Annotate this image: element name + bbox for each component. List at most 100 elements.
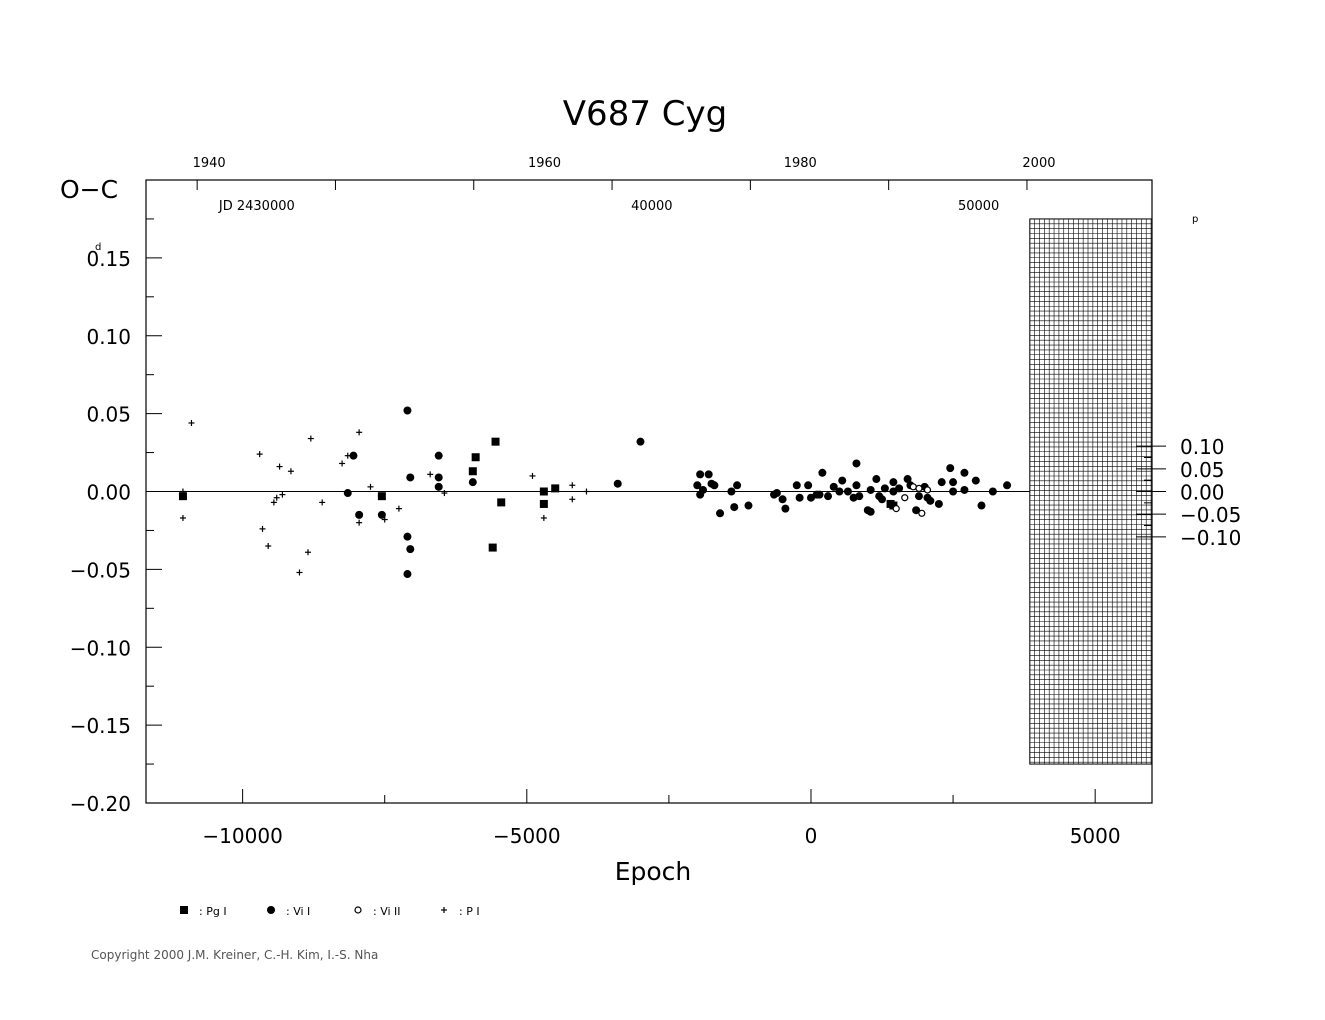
legend: : Pg I: Vi I: Vi II: P I [180, 905, 480, 918]
data-point-dot [792, 481, 801, 490]
data-point-dot [730, 503, 739, 512]
data-point-dot [835, 487, 844, 496]
data-point-dot [866, 507, 875, 516]
data-point-plus [319, 499, 326, 506]
top-year-label: 2000 [1022, 156, 1055, 171]
data-point-plus [529, 472, 536, 479]
data-point-dot [343, 489, 352, 498]
data-point-dot [355, 510, 364, 519]
data-point-dot [403, 406, 412, 415]
data-point-dot [704, 470, 713, 479]
data-point-square [488, 543, 497, 552]
data-point-dot [937, 478, 946, 487]
data-point-square [491, 437, 500, 446]
data-point-plus [179, 488, 186, 495]
legend-marker-circle [354, 906, 362, 914]
data-point-plus [276, 463, 283, 470]
data-point-dot [949, 478, 958, 487]
x-tick-label: 5000 [1070, 824, 1121, 848]
data-point-dot [852, 481, 861, 490]
data-point-dot [744, 501, 753, 510]
data-point-plus [279, 491, 286, 498]
data-point-square [468, 467, 477, 476]
data-point-dot [889, 478, 898, 487]
data-point-circle [901, 494, 909, 502]
data-point-dot [977, 501, 986, 510]
data-point-dot [880, 484, 889, 493]
data-point-dot [434, 482, 443, 491]
data-point-circle [923, 486, 932, 494]
right-tick-label: 0.10 [1180, 435, 1225, 459]
data-point-square [377, 492, 386, 501]
data-point-circle [909, 483, 917, 491]
data-point-dot [926, 496, 935, 505]
data-point-square [539, 487, 548, 496]
data-point-dot [960, 485, 969, 494]
hatch-frame [1029, 218, 1153, 765]
data-point-plus [540, 514, 547, 521]
top-year-label: 1940 [193, 156, 226, 171]
data-point-dot [403, 570, 412, 579]
y-tick-label: 0.00 [86, 481, 131, 505]
data-point-plus [287, 468, 294, 475]
data-point-dot [795, 493, 804, 502]
data-point-dot [843, 487, 852, 496]
data-point-dot [733, 481, 742, 490]
data-point-dot [852, 459, 861, 468]
jd-label: JD 2430000 [218, 199, 295, 214]
legend-label: : Vi II [373, 905, 401, 918]
y-tick-label: −0.05 [70, 558, 131, 582]
data-point-plus [179, 514, 186, 521]
data-point-dot [818, 468, 827, 477]
data-point-plus [356, 429, 363, 436]
x-tick-label: 0 [805, 824, 818, 848]
data-point-dot [778, 495, 787, 504]
tick-labels: 0.150.100.050.00−0.05−0.10−0.15−0.20−100… [70, 156, 1242, 848]
data-point-dot [838, 476, 847, 485]
data-point-dot [878, 495, 887, 504]
hatched-region [1029, 218, 1153, 765]
y-tick-label: −0.20 [70, 792, 131, 816]
legend-marker-square [180, 906, 188, 914]
data-point-dot [727, 487, 736, 496]
data-point-dot [696, 490, 705, 499]
legend-label: : Pg I [199, 905, 227, 918]
data-point-dot [829, 482, 838, 491]
data-point-dot [636, 437, 645, 446]
data-point-dot [971, 476, 980, 485]
data-point-plus [296, 569, 303, 576]
y-tick-label: −0.15 [70, 714, 131, 738]
data-point-dot [914, 492, 923, 501]
right-tick-label: −0.05 [1180, 503, 1241, 527]
data-point-plus [427, 471, 434, 478]
data-point-dot [403, 532, 412, 541]
data-point-dot [804, 481, 813, 490]
data-point-dot [434, 451, 443, 460]
data-point-plus [569, 482, 576, 489]
x-tick-label: −5000 [493, 824, 561, 848]
data-point-plus [259, 525, 266, 532]
data-point-dot [895, 484, 904, 493]
data-point-plus [583, 488, 590, 495]
data-point-dot [781, 504, 790, 513]
data-point-dot [349, 451, 358, 460]
y-tick-label: 0.15 [86, 247, 131, 271]
data-point-circle [918, 509, 926, 517]
right-axis-unit: p [1192, 214, 1198, 225]
data-point-plus [273, 494, 280, 501]
data-points [178, 406, 1012, 579]
data-point-square [178, 492, 187, 501]
data-point-dot [988, 487, 997, 496]
data-point-dot [866, 485, 875, 494]
data-point-dot [434, 473, 443, 482]
data-point-plus [356, 519, 363, 526]
data-point-plus [339, 460, 346, 467]
right-tick-label: 0.05 [1180, 458, 1225, 482]
data-point-dot [1003, 481, 1012, 490]
y-tick-label: 0.05 [86, 403, 131, 427]
data-point-dot [872, 475, 881, 484]
y-tick-label: 0.10 [86, 325, 131, 349]
right-tick-label: 0.00 [1180, 481, 1225, 505]
data-point-square [539, 499, 548, 508]
